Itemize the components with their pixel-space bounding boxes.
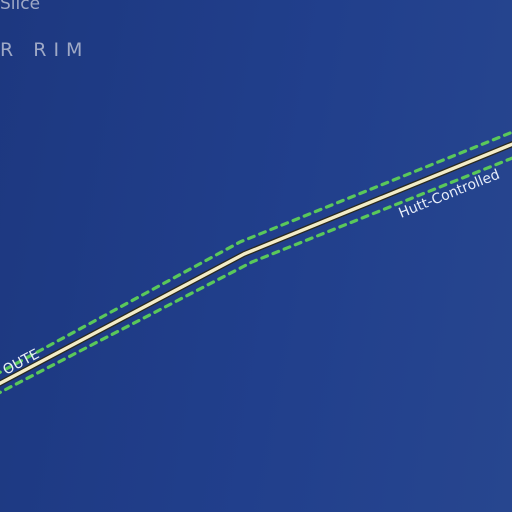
route-boundary-upper [0,130,512,375]
territory-label: R RIM [0,39,90,61]
hutt-territory-label: Hutt-Controlled [397,167,503,222]
sector-label: Slice [0,0,41,14]
hyperspace-route-line[interactable] [0,141,512,386]
route-boundary-lower [0,156,512,395]
hyperspace-route-casing [0,141,512,387]
